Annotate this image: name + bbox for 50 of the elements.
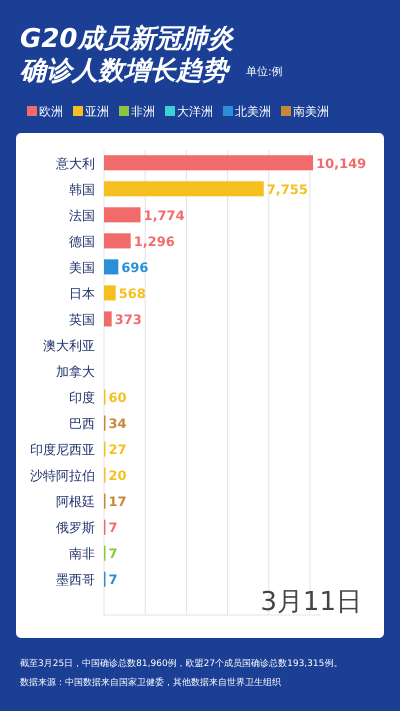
chart-title: G20成员新冠肺炎确诊人数增长趋势 — [20, 24, 235, 86]
y-tick-label: 韩国 — [69, 182, 95, 198]
legend-label: 大洋洲 — [177, 104, 213, 118]
bar — [104, 181, 264, 196]
y-tick-label: 意大利 — [55, 156, 95, 172]
bar — [104, 155, 314, 170]
annotation: 3月11日 — [260, 587, 362, 617]
y-tick-label: 德国 — [69, 234, 95, 250]
y-tick-label: 印度尼西亚 — [30, 442, 95, 458]
data-label: 27 — [108, 443, 127, 458]
legend-label: 亚洲 — [85, 104, 109, 118]
chart-subtitle: 单位:例 — [246, 65, 283, 78]
legend-label: 非洲 — [131, 104, 155, 118]
data-label: 17 — [108, 495, 127, 510]
data-label: 568 — [118, 286, 146, 302]
y-tick-label: 南非 — [69, 547, 95, 562]
y-tick-label: 巴西 — [69, 417, 95, 432]
y-tick-label: 法国 — [69, 208, 95, 224]
data-label: 1,774 — [144, 208, 185, 224]
y-tick-label: 俄罗斯 — [56, 521, 95, 536]
y-tick-label: 加拿大 — [56, 365, 95, 380]
data-label: 696 — [121, 260, 148, 276]
bar — [104, 207, 141, 222]
data-label: 7,755 — [266, 182, 308, 198]
y-tick-label: 日本 — [69, 286, 95, 302]
y-tick-label: 澳大利亚 — [43, 338, 95, 354]
data-label: 7 — [108, 521, 118, 536]
y-tick-label: 印度 — [69, 390, 95, 406]
y-tick-label: 阿根廷 — [56, 495, 95, 510]
legend-label: 北美洲 — [235, 104, 271, 118]
text: 截至3月25日，中国确诊总数81,960例，欧盟27个成员国确诊总数193,315例。 — [20, 658, 342, 669]
data-label: 373 — [114, 312, 142, 328]
legend-label: 欧洲 — [39, 104, 63, 118]
y-tick-label: 沙特阿拉伯 — [30, 469, 95, 484]
data-label: 34 — [108, 417, 127, 432]
bar — [104, 285, 116, 300]
data-label: 10,149 — [316, 156, 366, 172]
y-tick-label: 美国 — [69, 260, 95, 276]
legend-label: 南美洲 — [293, 104, 329, 118]
data-label: 1,296 — [134, 234, 175, 250]
data-label: 20 — [108, 469, 127, 484]
data-label: 7 — [108, 573, 118, 588]
bar — [104, 259, 118, 274]
bar — [104, 311, 112, 326]
bar — [104, 233, 131, 248]
y-tick-label: 英国 — [69, 312, 95, 328]
data-label: 7 — [108, 547, 118, 562]
source-note: 数据来源：中国数据来自国家卫健委，其他数据来自世界卫生组织 — [20, 677, 281, 688]
data-label: 60 — [108, 391, 127, 406]
y-tick-label: 墨西哥 — [56, 573, 95, 588]
